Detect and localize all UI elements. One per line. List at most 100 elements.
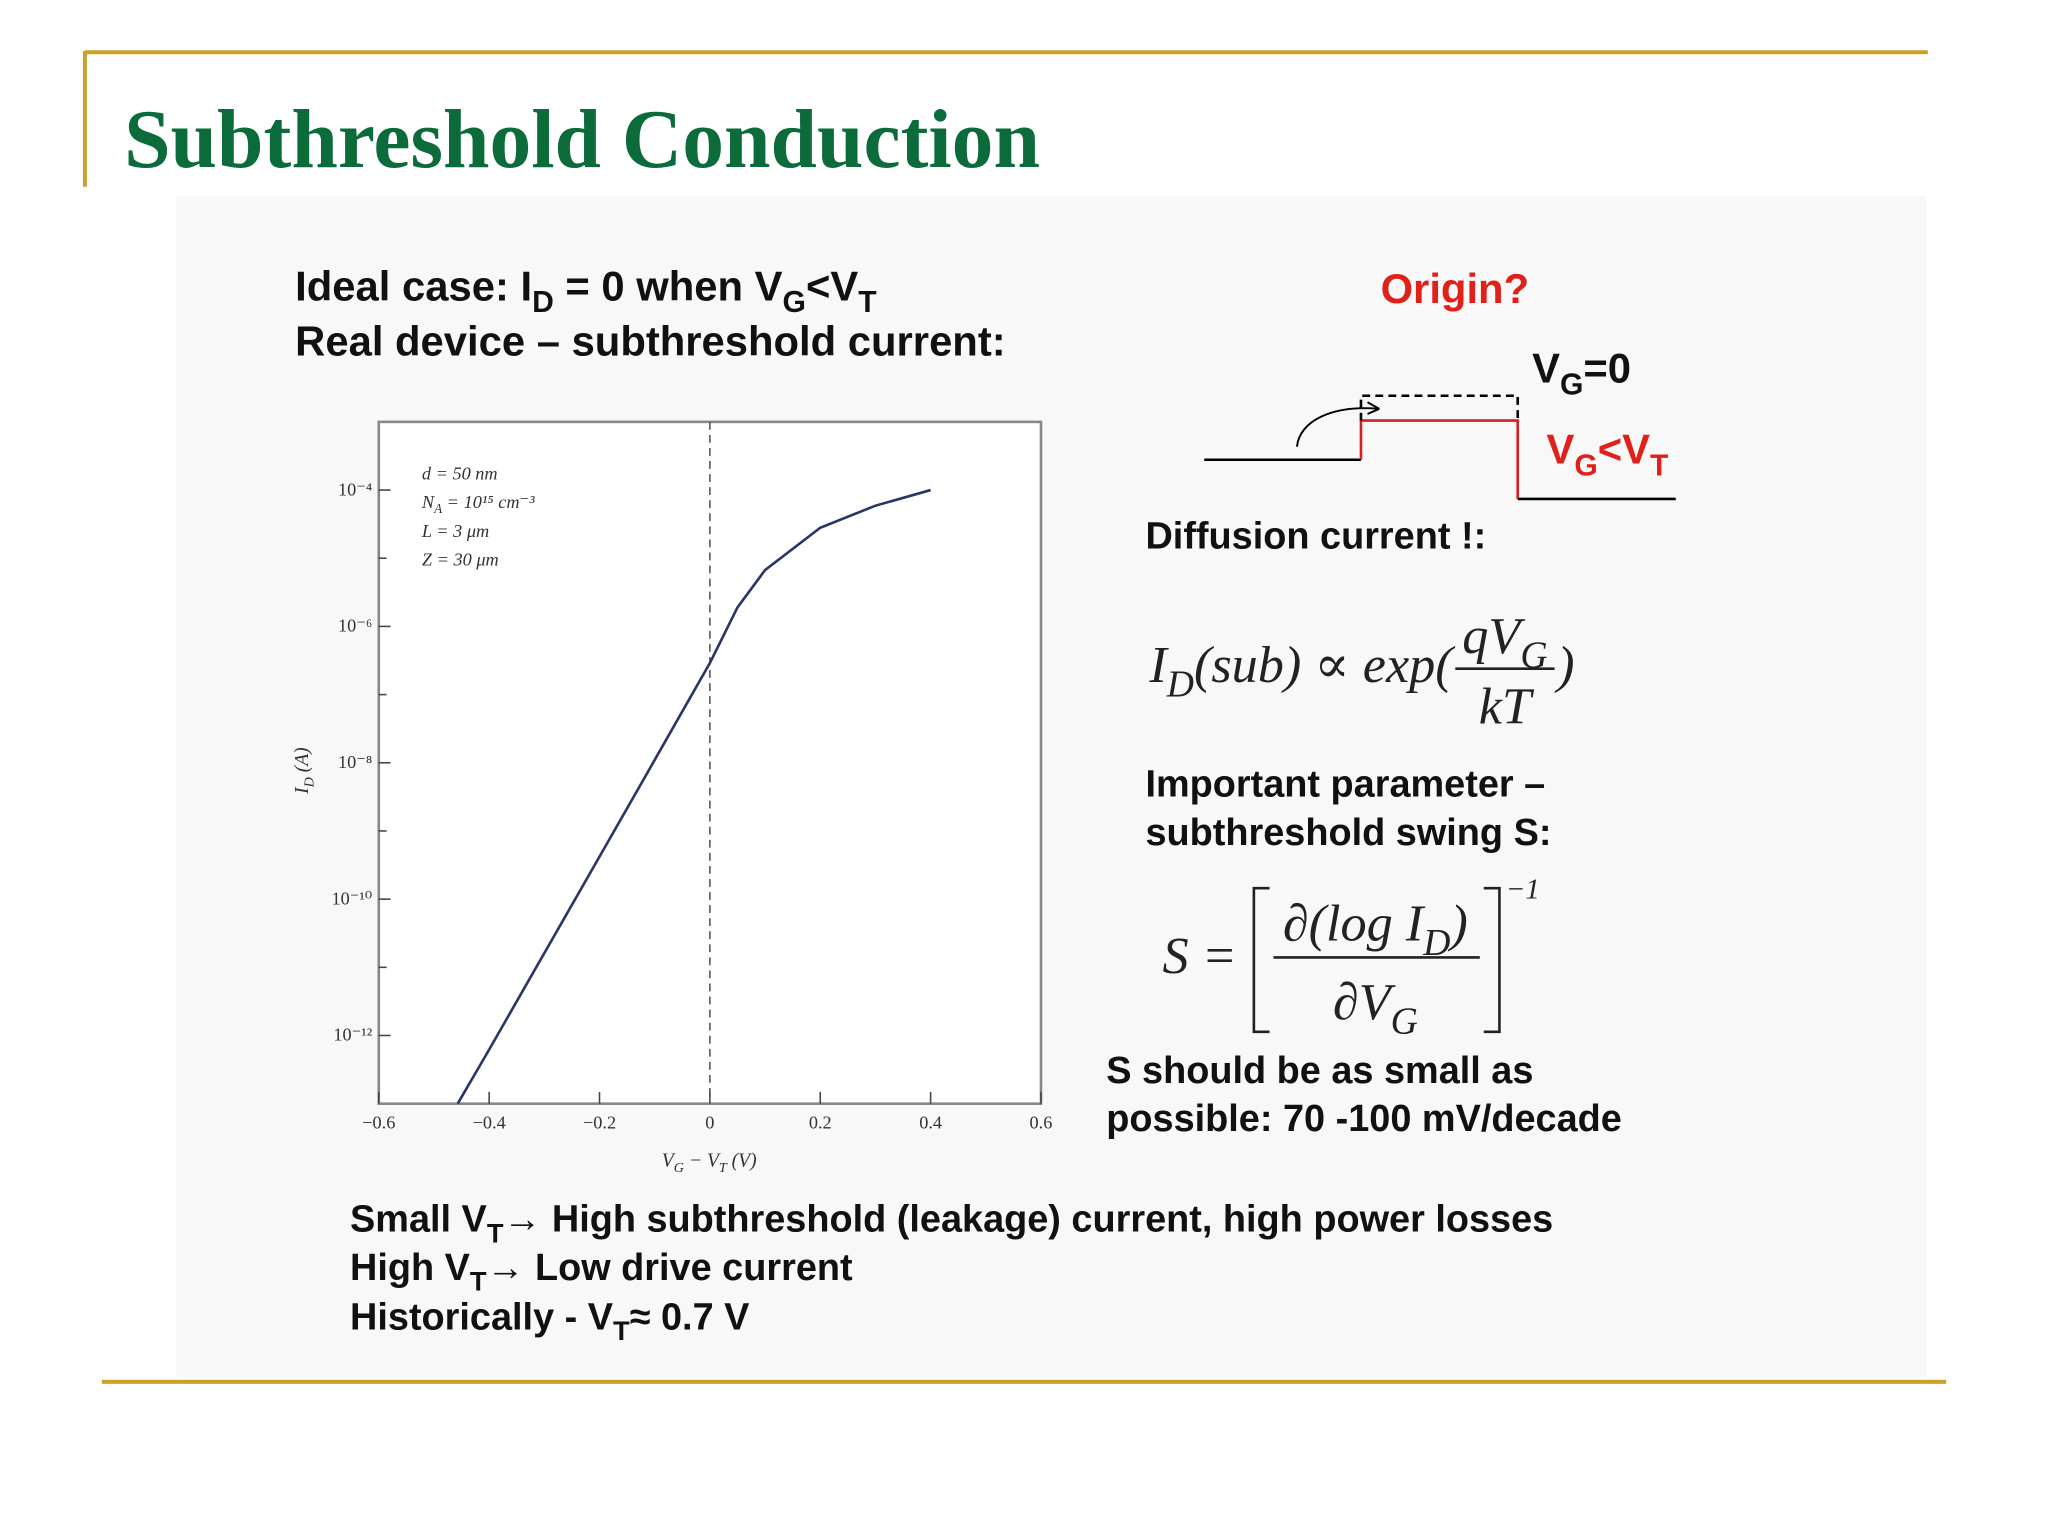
- subscript: D: [1166, 663, 1194, 705]
- body-text: Real device – subthreshold current:: [295, 317, 1006, 364]
- text-run: S =: [1162, 927, 1236, 985]
- text-run: ): [1447, 894, 1467, 952]
- subscript: T: [1650, 449, 1669, 482]
- text-run: S should be as small as: [1106, 1050, 1533, 1092]
- subscript: T: [487, 1217, 504, 1248]
- y-tick-label: 10⁻⁶: [338, 616, 372, 636]
- text-run: Important parameter –: [1145, 764, 1545, 806]
- text-run: (A): [292, 747, 313, 777]
- text-run: L = 3 μm: [421, 521, 489, 541]
- text-run: High V: [350, 1247, 470, 1289]
- text-run: −1: [1506, 874, 1540, 906]
- y-axis-label: ID (A): [292, 747, 317, 795]
- text-run: I: [1148, 636, 1169, 694]
- formula-denominator: kT: [1479, 678, 1535, 736]
- text-run: − V: [684, 1150, 721, 1171]
- question: Origin?: [1381, 265, 1530, 312]
- subscript: A: [433, 501, 443, 516]
- arrowhead: [1367, 401, 1380, 415]
- text-run: Historically - V: [350, 1297, 613, 1339]
- x-tick-label: 0.2: [809, 1112, 832, 1132]
- text-run: possible: 70 -100 mV/decade: [1106, 1098, 1622, 1140]
- annotation: Z = 30 μm: [422, 550, 499, 570]
- x-tick-label: −0.2: [583, 1112, 616, 1132]
- text-run: Ideal case: I: [295, 262, 532, 309]
- bracket: [1252, 886, 1270, 1034]
- body-text: S should be as small as: [1106, 1050, 1533, 1092]
- text-run: V: [662, 1150, 676, 1171]
- band-label: VG<VT: [1546, 426, 1669, 483]
- text-run: qV: [1462, 607, 1525, 665]
- body-text: Ideal case: ID = 0 when VG<VT: [295, 262, 877, 319]
- x-tick-label: 0.6: [1030, 1112, 1053, 1132]
- annotation: NA = 10¹⁵ cm⁻³: [421, 492, 535, 516]
- subscript: G: [674, 1160, 684, 1176]
- text-run: ≈ 0.7 V: [630, 1297, 750, 1339]
- body-text: Small VT→ High subthreshold (leakage) cu…: [350, 1199, 1553, 1249]
- subscript: T: [613, 1315, 630, 1346]
- data-line: [456, 488, 931, 1105]
- x-tick-label: 0.4: [919, 1112, 942, 1132]
- subscript: G: [783, 286, 806, 319]
- subscript: T: [470, 1266, 487, 1297]
- subscript: G: [1391, 1000, 1418, 1042]
- annotation: d = 50 nm: [422, 463, 498, 483]
- formula: ID(sub) ∝ exp(: [1148, 636, 1456, 706]
- text-run: V: [1532, 345, 1560, 392]
- text-run: → Low drive current: [487, 1247, 853, 1289]
- text-run: kT: [1479, 678, 1535, 736]
- body-text: Historically - VT≈ 0.7 V: [350, 1297, 749, 1347]
- text-run: (sub) ∝ exp(: [1194, 636, 1456, 694]
- x-tick-label: 0: [705, 1112, 714, 1132]
- text-run: Origin?: [1381, 265, 1530, 312]
- text-run: I: [292, 786, 313, 795]
- subscript: G: [1574, 449, 1597, 482]
- body-text: Important parameter –: [1145, 764, 1545, 806]
- subscript: T: [858, 286, 877, 319]
- text-run: subthreshold swing S:: [1145, 812, 1551, 854]
- slide-title: Subthreshold Conduction: [124, 94, 1040, 186]
- formula: ): [1554, 636, 1574, 694]
- text-run: Diffusion current !:: [1145, 516, 1486, 558]
- body-text: subthreshold swing S:: [1145, 812, 1551, 854]
- text-run: Small V: [350, 1199, 487, 1241]
- subscript: G: [1560, 368, 1583, 401]
- y-tick-label: 10⁻⁴: [338, 479, 372, 499]
- text-run: <V: [1598, 426, 1650, 473]
- text-run: → High subthreshold (leakage) current, h…: [503, 1199, 1553, 1241]
- bracket: [1483, 886, 1501, 1034]
- text-run: ∂(log I: [1283, 894, 1426, 952]
- text-run: Real device – subthreshold current:: [295, 317, 1006, 364]
- text-run: (V): [727, 1150, 757, 1171]
- y-tick-label: 10⁻⁸: [338, 752, 372, 772]
- band-barrier: [1359, 419, 1520, 499]
- text-run: ∂V: [1333, 973, 1396, 1031]
- subscript: D: [532, 286, 554, 319]
- text-run: =0: [1583, 345, 1631, 392]
- annotation: L = 3 μm: [421, 521, 489, 541]
- band-label: VG=0: [1532, 345, 1631, 402]
- arrow: [1296, 407, 1380, 447]
- subscript: T: [719, 1160, 728, 1176]
- formula: S =: [1162, 927, 1236, 985]
- subscript: D: [302, 777, 318, 788]
- formula-exponent: −1: [1506, 874, 1540, 906]
- text-run: Z = 30 μm: [422, 550, 499, 570]
- text-run: d = 50 nm: [422, 463, 498, 483]
- band-diagram: [1204, 394, 1676, 501]
- text-run: ): [1554, 636, 1574, 694]
- body-text: High VT→ Low drive current: [350, 1247, 853, 1297]
- y-tick-label: 10⁻¹²: [333, 1025, 372, 1045]
- text-run: N: [421, 492, 436, 512]
- body-text: possible: 70 -100 mV/decade: [1106, 1098, 1622, 1140]
- y-tick-label: 10⁻¹⁰: [332, 888, 373, 908]
- formula-denominator: ∂VG: [1333, 973, 1418, 1043]
- x-tick-label: −0.4: [473, 1112, 506, 1132]
- subscript: G: [1520, 635, 1547, 677]
- text-run: = 0 when V: [554, 262, 783, 309]
- x-axis-label: VG − VT (V): [662, 1150, 757, 1175]
- text-run: V: [1546, 426, 1574, 473]
- text-run: <V: [806, 262, 858, 309]
